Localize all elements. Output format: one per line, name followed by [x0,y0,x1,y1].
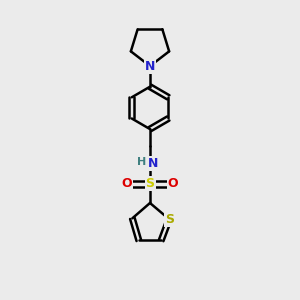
Text: N: N [148,157,158,170]
Text: N: N [145,60,155,73]
Text: O: O [122,177,132,190]
Text: H: H [136,157,146,167]
Text: O: O [168,177,178,190]
Text: S: S [146,177,154,190]
Text: S: S [165,213,174,226]
